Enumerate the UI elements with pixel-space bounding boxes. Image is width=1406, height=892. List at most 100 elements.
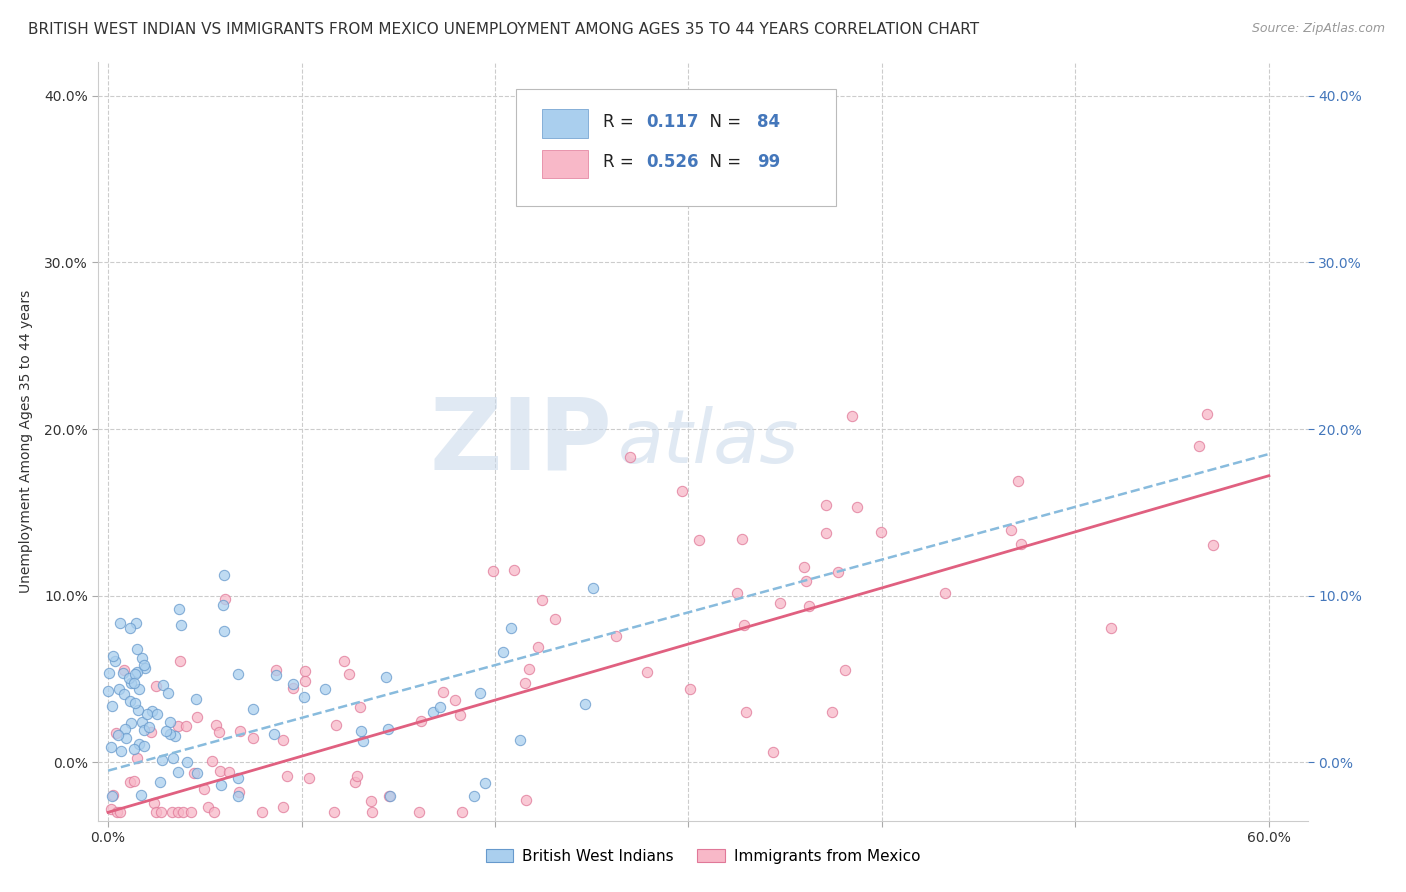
Point: [637, 665, 659, 679]
Point: [513, 676, 536, 690]
FancyBboxPatch shape: [543, 110, 588, 138]
Point: [349, 700, 371, 714]
Point: [208, 724, 231, 739]
Point: [1099, 622, 1122, 636]
Point: [108, 615, 131, 630]
Point: [141, 704, 163, 718]
Point: [292, 690, 315, 705]
Point: [869, 525, 891, 540]
Point: [132, 723, 155, 738]
Point: [821, 706, 844, 720]
Text: R =: R =: [603, 153, 638, 170]
Point: [735, 705, 758, 719]
Point: [468, 686, 491, 700]
Point: [202, 805, 225, 820]
Point: [845, 500, 868, 515]
Point: [281, 681, 304, 695]
Point: [226, 772, 249, 786]
Point: [411, 714, 433, 728]
Point: [131, 714, 153, 729]
Point: [145, 707, 167, 722]
Text: Source: ZipAtlas.com: Source: ZipAtlas.com: [1251, 22, 1385, 36]
Point: [193, 782, 215, 797]
Point: [208, 764, 231, 778]
Point: [337, 667, 360, 681]
Point: [150, 805, 173, 820]
Point: [125, 750, 148, 764]
Point: [793, 559, 815, 574]
Point: [463, 789, 485, 803]
Point: [156, 686, 179, 700]
Point: [166, 719, 188, 733]
Point: [1010, 537, 1032, 551]
Point: [104, 654, 127, 668]
Point: [250, 805, 273, 820]
Point: [115, 731, 138, 745]
Point: [100, 789, 122, 803]
Point: [271, 800, 294, 814]
Point: [605, 629, 627, 643]
Point: [134, 660, 156, 674]
Point: [352, 734, 374, 748]
Point: [176, 756, 198, 770]
Point: [214, 624, 236, 638]
Point: [110, 744, 132, 758]
Point: [794, 574, 817, 588]
Point: [131, 651, 153, 665]
Point: [122, 675, 145, 690]
Text: N =: N =: [699, 112, 747, 130]
Text: 99: 99: [758, 153, 780, 170]
Point: [671, 484, 693, 499]
Point: [432, 684, 454, 698]
Point: [688, 533, 710, 547]
Point: [118, 671, 141, 685]
Point: [120, 675, 142, 690]
Point: [129, 788, 152, 802]
Point: [229, 724, 252, 739]
Point: [104, 726, 127, 740]
Point: [170, 617, 193, 632]
Point: [934, 586, 956, 600]
Point: [1000, 523, 1022, 537]
Point: [509, 732, 531, 747]
Point: [145, 679, 167, 693]
Point: [281, 676, 304, 690]
Text: N =: N =: [699, 153, 747, 170]
Point: [165, 730, 187, 744]
Point: [132, 657, 155, 672]
Text: atlas: atlas: [619, 406, 800, 477]
Point: [333, 654, 356, 668]
Point: [378, 789, 401, 803]
Point: [124, 697, 146, 711]
Point: [378, 789, 401, 803]
FancyBboxPatch shape: [516, 89, 837, 207]
FancyBboxPatch shape: [543, 150, 588, 178]
Point: [142, 797, 165, 811]
Point: [127, 702, 149, 716]
Point: [214, 591, 236, 606]
Legend: British West Indians, Immigrants from Mexico: British West Indians, Immigrants from Me…: [479, 843, 927, 870]
Point: [314, 682, 336, 697]
Point: [815, 498, 838, 512]
Point: [834, 663, 856, 677]
Text: R =: R =: [603, 112, 638, 130]
Point: [582, 581, 605, 595]
Point: [731, 532, 754, 546]
Text: ZIP: ZIP: [429, 393, 613, 490]
Point: [124, 774, 146, 789]
Point: [100, 739, 122, 754]
Point: [160, 805, 183, 820]
Point: [762, 745, 785, 759]
Point: [768, 596, 790, 610]
Y-axis label: Unemployment Among Ages 35 to 44 years: Unemployment Among Ages 35 to 44 years: [20, 290, 32, 593]
Point: [294, 674, 316, 689]
Point: [97, 684, 120, 698]
Point: [298, 771, 321, 785]
Point: [527, 640, 550, 655]
Point: [110, 805, 132, 820]
Point: [263, 727, 285, 741]
Point: [350, 723, 373, 738]
Point: [108, 681, 131, 696]
Point: [135, 706, 157, 721]
Point: [205, 718, 228, 732]
